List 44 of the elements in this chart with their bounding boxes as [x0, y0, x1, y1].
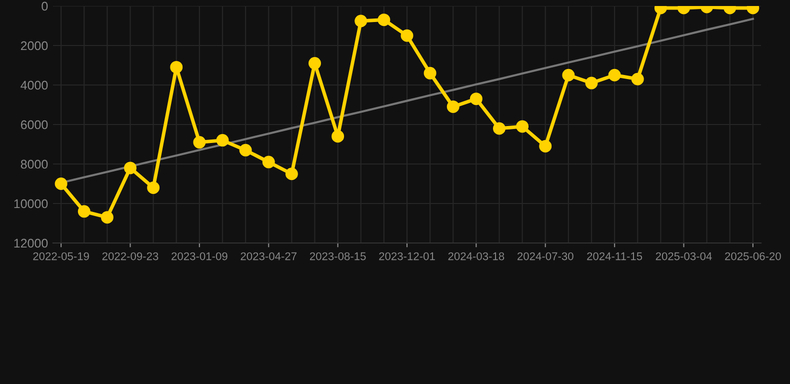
point — [54, 178, 68, 190]
point — [100, 211, 114, 224]
point — [216, 134, 229, 147]
point — [470, 92, 482, 106]
x-tick-label: 2024-11-15 — [587, 252, 642, 260]
y-tick-label: 6000 — [20, 120, 48, 130]
x-tick-label: 2024-03-18 — [448, 252, 504, 260]
point — [492, 122, 506, 135]
point — [608, 68, 621, 82]
point — [78, 205, 90, 218]
y-tick-label: 12000 — [14, 238, 48, 248]
point — [147, 181, 160, 194]
x-tick-label: 2023-12-01 — [379, 252, 435, 260]
point — [400, 29, 414, 42]
x-tick-label: 2022-09-23 — [102, 252, 158, 260]
x-tick-label: 2023-08-15 — [310, 252, 366, 260]
point — [585, 76, 598, 90]
x-tick-label: 2024-07-30 — [518, 252, 574, 260]
point — [562, 68, 575, 82]
point — [332, 130, 344, 143]
point — [124, 162, 137, 174]
point — [308, 57, 322, 70]
point — [170, 60, 183, 74]
point — [285, 168, 298, 180]
point — [539, 140, 552, 152]
x-tick-label: 2023-04-27 — [240, 252, 296, 260]
point — [631, 72, 644, 86]
y-tick-label: 10000 — [14, 199, 48, 208]
x-tick-label: 2022-05-19 — [33, 252, 89, 260]
x-tick-label: 2025-06-20 — [725, 252, 781, 260]
point — [239, 144, 252, 156]
point — [424, 66, 436, 80]
y-tick-label: 8000 — [20, 160, 48, 169]
y-tick-label: 0 — [42, 2, 48, 11]
point — [516, 120, 529, 133]
x-tick-label: 2023-01-09 — [172, 252, 228, 260]
x-tick-label: 2025-03-04 — [656, 252, 712, 260]
point — [193, 136, 206, 149]
point — [354, 14, 368, 28]
point — [378, 14, 390, 26]
point — [446, 100, 460, 113]
point — [262, 156, 275, 168]
y-tick-label: 2000 — [20, 41, 48, 50]
y-tick-label: 4000 — [20, 80, 48, 90]
